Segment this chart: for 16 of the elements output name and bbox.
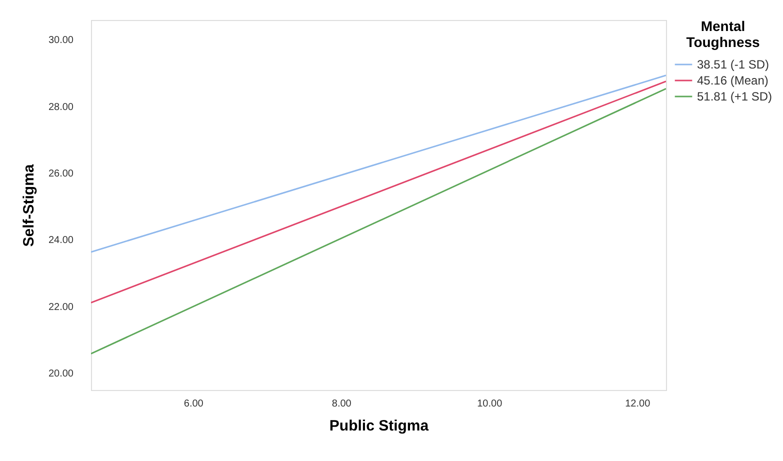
legend-title: Mental Toughness: [686, 18, 760, 50]
legend-label: 38.51 (-1 SD): [697, 58, 770, 72]
x-tick-label: 8.00: [332, 398, 352, 410]
legend-label: 51.81 (+1 SD): [697, 90, 772, 104]
y-axis-title: Self-Stigma: [20, 164, 38, 247]
y-tick-label: 26.00: [48, 168, 74, 180]
x-tick-label: 6.00: [184, 398, 204, 410]
y-tick-label: 24.00: [48, 235, 74, 246]
x-tick-label: 12.00: [625, 398, 651, 410]
y-tick-label: 22.00: [48, 302, 74, 313]
y-tick-label: 28.00: [48, 102, 74, 113]
x-axis-title: Public Stigma: [329, 418, 430, 434]
y-tick-label: 30.00: [48, 35, 74, 46]
x-tick-label: 10.00: [477, 398, 503, 410]
y-tick-label: 20.00: [48, 368, 74, 380]
legend-label: 45.16 (Mean): [697, 74, 768, 88]
